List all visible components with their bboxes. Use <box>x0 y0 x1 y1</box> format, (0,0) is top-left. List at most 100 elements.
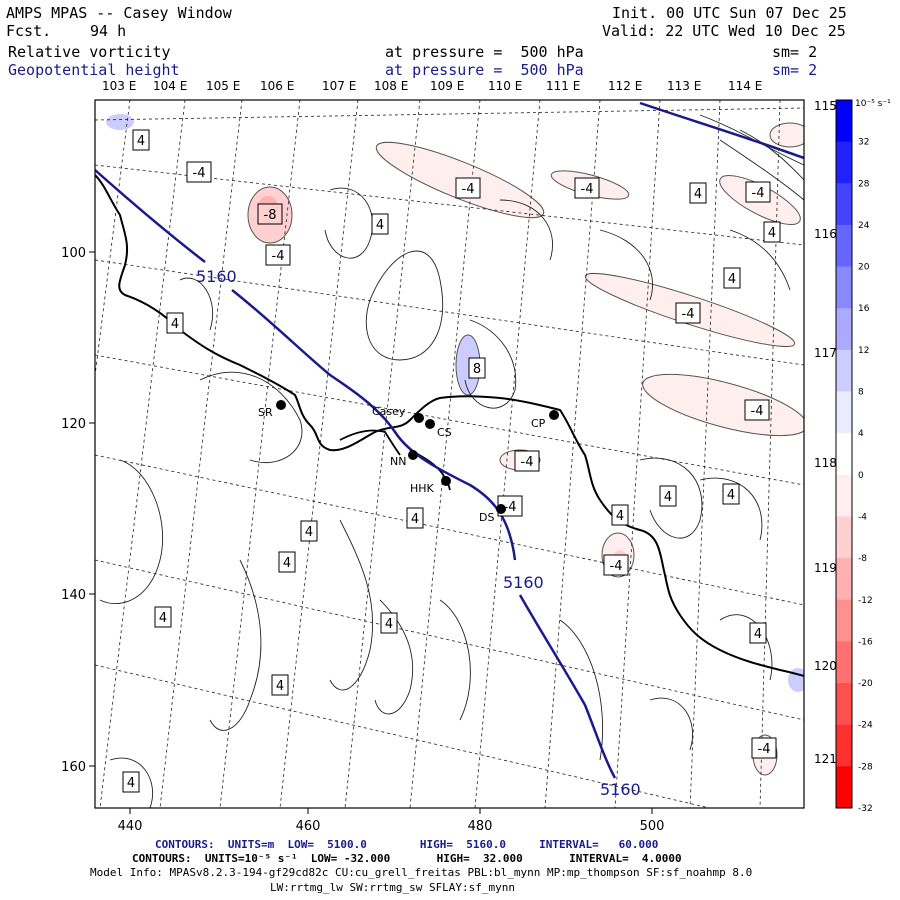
colorbar-label: 32 <box>858 138 869 148</box>
vort-label: 4 <box>754 627 762 642</box>
lon-label-112: 112 E <box>608 79 642 93</box>
colorbar-swatch <box>836 224 852 268</box>
coastline <box>95 174 804 677</box>
coast-inlet <box>339 429 401 456</box>
forecast-value: 94 h <box>90 22 127 40</box>
vort-label: -4 <box>682 307 695 322</box>
latlon-grid <box>95 100 804 808</box>
colorbar-label: 28 <box>858 179 870 189</box>
colorbar-frame <box>835 99 853 809</box>
x-tick-460: 460 <box>296 819 321 834</box>
vorticity-contour-info: CONTOURS: UNITS=10⁻⁵ s⁻¹ LOW= -32.000 HI… <box>132 852 682 865</box>
y-tick-100: 100 <box>61 246 86 261</box>
map-title: AMPS MPAS -- Casey Window <box>6 4 232 22</box>
field1-name: Relative vorticity <box>8 43 171 61</box>
colorbar-swatch <box>836 683 852 726</box>
x-axis-ticks <box>129 808 653 814</box>
vorticity-shading <box>106 114 804 776</box>
field1-level: at pressure = 500 hPa <box>385 43 584 61</box>
colorbar-swatch <box>836 599 852 642</box>
lon-label-104: 104 E <box>153 79 187 93</box>
vorticity-contours <box>99 114 804 808</box>
lon-label-107: 107 E <box>322 79 356 93</box>
colorbar-swatch <box>836 391 852 434</box>
vort-label: 4 <box>385 617 393 632</box>
lon-label-114: 114 E <box>728 79 762 93</box>
vort-label: 4 <box>171 317 179 332</box>
svg-text:Casey: Casey <box>372 405 406 418</box>
vort-label: 4 <box>159 611 167 626</box>
colorbar-swatch <box>836 308 852 351</box>
vort-label: 4 <box>127 776 135 791</box>
colorbar-swatch <box>836 766 852 809</box>
lon-label-110: 110 E <box>488 79 522 93</box>
colorbar-label: 12 <box>858 346 869 356</box>
y-tick-160: 160 <box>61 760 86 775</box>
vort-label: 4 <box>728 272 736 287</box>
vort-label: 4 <box>768 226 776 241</box>
station-casey: Casey <box>372 405 424 423</box>
init-time: Init. 00 UTC Sun 07 Dec 25 <box>612 4 847 22</box>
valid-time: Valid: 22 UTC Wed 10 Dec 25 <box>602 22 846 40</box>
vort-label: 4 <box>305 525 313 540</box>
lon-label-105: 105 E <box>206 79 240 93</box>
vort-label: 4 <box>694 187 702 202</box>
station-cp: CP <box>531 410 559 430</box>
colorbar-label: -12 <box>858 596 873 606</box>
colorbar-label: -20 <box>858 679 873 689</box>
vort-label: -4 <box>193 166 206 181</box>
colorbar-label: -28 <box>858 762 873 772</box>
lon-label-109: 109 E <box>430 79 464 93</box>
map-content <box>95 100 804 808</box>
vort-label: 4 <box>276 679 284 694</box>
vort-label: -4 <box>272 249 285 264</box>
colorbar-units: 10⁻⁵ s⁻¹ <box>855 99 891 109</box>
colorbar-label: 8 <box>858 388 864 398</box>
station-sr: SR <box>258 400 286 419</box>
height-contour-northeast <box>639 101 804 160</box>
height-label-south: 5160 <box>600 780 641 799</box>
vorticity-labels: 4 -4 -8 -4 4 -4 -4 4 -4 4 4 -4 4 8 -4 -4… <box>122 129 781 793</box>
svg-text:SR: SR <box>258 406 273 419</box>
height-label-north: 5160 <box>196 267 237 286</box>
vort-label: -8 <box>264 208 277 223</box>
field2-name: Geopotential height <box>8 61 180 79</box>
svg-text:CP: CP <box>531 417 546 430</box>
forecast-label: Fcst. <box>6 22 52 40</box>
vort-label: 4 <box>727 488 735 503</box>
colorbar-label: 20 <box>858 263 870 273</box>
svg-text:CS: CS <box>437 426 452 439</box>
vort-label: -4 <box>581 182 594 197</box>
vort-label: -4 <box>504 500 517 515</box>
field2-smoothing: sm= 2 <box>772 61 818 79</box>
model-info-physics: LW:rrtmg_lw SW:rrtmg_sw SFLAY:sf_mynn <box>270 881 516 894</box>
vort-label: -4 <box>462 182 475 197</box>
colorbar-swatch <box>836 266 852 309</box>
colorbar-label: 24 <box>858 221 870 231</box>
colorbar-swatch <box>836 433 852 476</box>
svg-text:HHK: HHK <box>410 482 435 495</box>
colorbar-swatch <box>836 516 852 559</box>
station-nn: NN <box>390 450 418 468</box>
model-info: Model Info: MPASv8.2.3-194-gf29cd82c CU:… <box>90 866 753 879</box>
vort-label: -4 <box>758 742 771 757</box>
colorbar-label: -24 <box>858 721 873 731</box>
vort-label: 4 <box>137 134 145 149</box>
colorbar-label: -32 <box>858 804 873 814</box>
x-tick-440: 440 <box>118 819 143 834</box>
y-tick-120: 120 <box>61 417 86 432</box>
vort-label: 4 <box>616 509 624 524</box>
colorbar-label: -8 <box>858 554 867 564</box>
colorbar-swatch <box>836 100 852 143</box>
svg-text:DS: DS <box>479 511 494 524</box>
colorbar-label: -16 <box>858 637 873 647</box>
station-hhk: HHK <box>410 476 451 495</box>
lon-label-113: 113 E <box>667 79 701 93</box>
vort-label: 4 <box>376 218 384 233</box>
colorbar-label: -4 <box>858 512 867 522</box>
colorbar-swatch <box>836 558 852 601</box>
vort-label: 4 <box>411 512 419 527</box>
x-tick-480: 480 <box>468 819 493 834</box>
colorbar-swatch <box>836 724 852 767</box>
